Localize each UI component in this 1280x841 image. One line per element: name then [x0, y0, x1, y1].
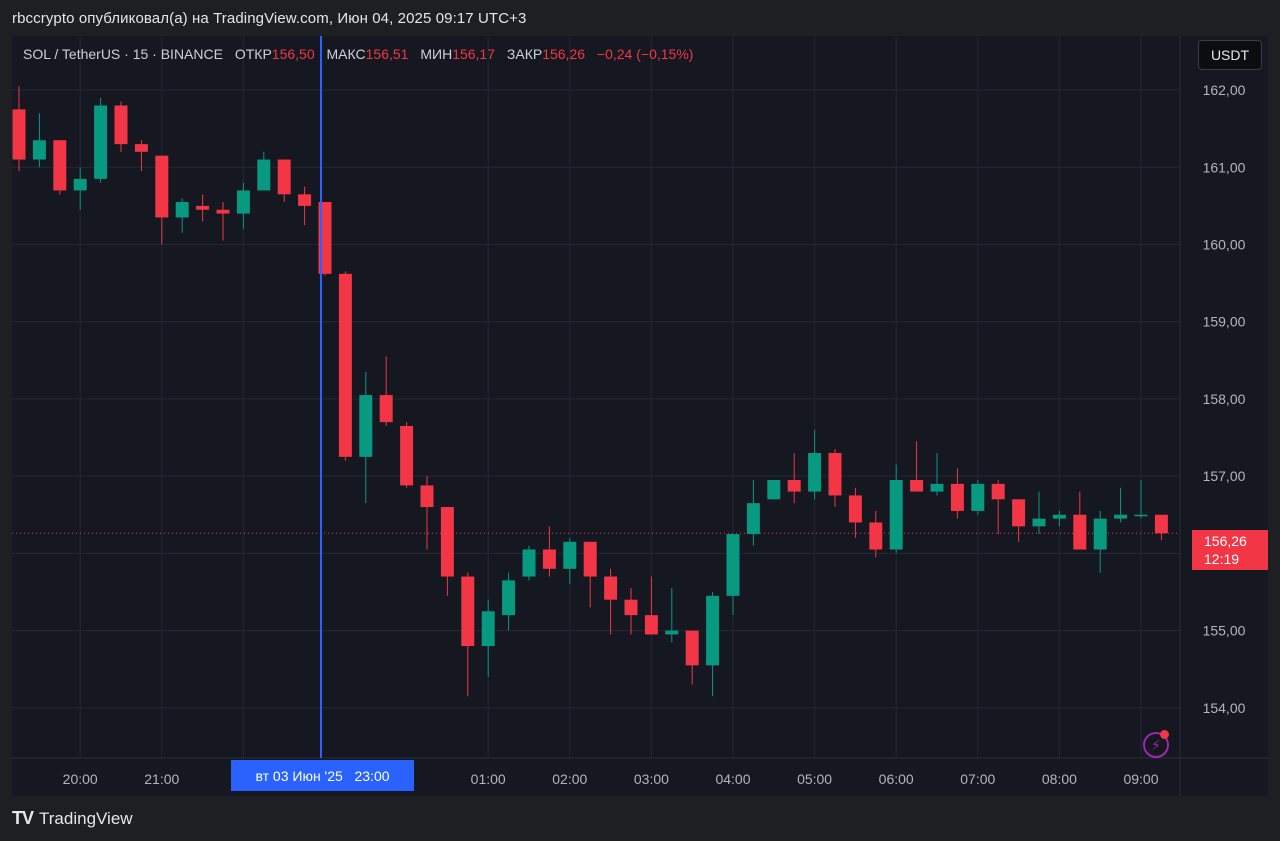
notification-dot [1160, 730, 1169, 739]
candle-body [685, 630, 699, 666]
tradingview-brand[interactable]: TV TradingView [12, 808, 133, 829]
y-tick-label: 154,00 [1203, 700, 1246, 716]
candle-body [950, 483, 964, 511]
x-tick-label: 09:00 [1123, 771, 1158, 787]
candle-body [1114, 514, 1128, 519]
currency-button[interactable]: USDT [1198, 40, 1262, 70]
low-label: МИН [420, 46, 453, 62]
candle-body [746, 503, 760, 535]
candle-body [94, 105, 108, 179]
y-tick-label: 155,00 [1203, 623, 1246, 639]
candle-body [175, 202, 189, 218]
candle-body [298, 194, 312, 206]
brand-name: TradingView [39, 808, 133, 828]
y-tick-label: 157,00 [1203, 468, 1246, 484]
bar-countdown: 12:19 [1204, 551, 1240, 567]
candle-body [32, 140, 46, 160]
candle-body [1093, 518, 1107, 550]
low-value: 156,17 [452, 46, 496, 62]
candlestick-chart[interactable]: 162,00 161,00 160,00 159,00 158,00 157,00 156,… [12, 36, 1268, 796]
candle-body [604, 576, 618, 600]
high-label: МАКС [326, 46, 366, 62]
x-tick-label: 05:00 [797, 771, 832, 787]
candle-body [644, 615, 658, 635]
candle-body [134, 144, 148, 152]
candle-body [910, 480, 924, 492]
candle-body [379, 395, 393, 423]
x-tick-label: 03:00 [634, 771, 669, 787]
candle-body [828, 452, 842, 496]
candle-body [522, 549, 536, 577]
candle-body [971, 483, 985, 511]
candle-body [73, 178, 87, 191]
flash-icon[interactable]: ⚡ [1143, 732, 1169, 758]
candle-body [869, 522, 883, 550]
candle-body [359, 395, 373, 457]
symbol-label[interactable]: SOL / TetherUS · 15 · BINANCE [23, 46, 223, 62]
tradingview-logo-icon: TV [12, 808, 34, 828]
y-tick-label: 158,00 [1203, 391, 1246, 407]
publisher-line: rbccrypto опубликовал(а) на TradingView.… [12, 10, 527, 27]
candle-body [1052, 514, 1066, 519]
candle-body [1154, 514, 1168, 534]
y-tick-label: 159,00 [1203, 314, 1246, 330]
open-label: ОТКР [234, 46, 272, 62]
close-label: ЗАКР [506, 46, 543, 62]
candle-body [12, 109, 26, 160]
high-value: 156,51 [365, 46, 409, 62]
y-tick-label: 160,00 [1203, 236, 1246, 252]
candle-body [216, 209, 230, 214]
y-tick-label: 161,00 [1203, 159, 1246, 175]
candle-body [706, 595, 720, 666]
candle-body [787, 480, 801, 492]
candle-body [808, 452, 822, 492]
candle-body [563, 541, 577, 569]
change-value: −0,24 (−0,15%) [596, 46, 694, 62]
candle-body [53, 140, 67, 191]
open-value: 156,50 [271, 46, 315, 62]
crosshair-date-badge: вт 03 Июн '25 23:00 [231, 760, 414, 791]
candle-body [277, 159, 291, 195]
candle-body [502, 580, 516, 616]
x-tick-label: 06:00 [879, 771, 914, 787]
last-price-value: 156,26 [1204, 533, 1247, 549]
y-tick-label: 162,00 [1203, 82, 1246, 98]
candle-body [930, 483, 944, 492]
x-tick-label: 02:00 [552, 771, 587, 787]
candle-body [1073, 514, 1087, 550]
candle-body [1032, 518, 1046, 527]
candle-body [114, 105, 128, 145]
candle-body [1012, 499, 1026, 527]
candle-body [726, 534, 740, 596]
candle-body [1134, 514, 1148, 517]
candle-body [767, 480, 781, 500]
candle-body [196, 205, 210, 210]
chart-panel[interactable]: 162,00 161,00 160,00 159,00 158,00 157,00 156,… [12, 36, 1268, 796]
candle-body [155, 155, 169, 218]
candle-body [338, 273, 352, 457]
x-tick-label: 20:00 [63, 771, 98, 787]
ohlc-legend: SOL / TetherUS · 15 · BINANCE ОТКР156,50… [23, 46, 701, 62]
x-tick-label: 21:00 [144, 771, 179, 787]
candle-body [665, 630, 679, 635]
candle-body [257, 159, 271, 191]
candle-body [583, 541, 597, 577]
candle-body [481, 611, 495, 647]
x-tick-label: 04:00 [715, 771, 750, 787]
candle-body [461, 576, 475, 647]
candle-body [624, 599, 638, 616]
candle-body [848, 495, 862, 523]
candle-body [542, 549, 556, 569]
candle-body [236, 190, 250, 214]
candle-body [420, 485, 434, 508]
last-price-badge: 156,26 12:19 [1192, 530, 1268, 570]
x-tick-label: 08:00 [1042, 771, 1077, 787]
close-value: 156,26 [542, 46, 586, 62]
x-tick-label: 01:00 [471, 771, 506, 787]
candle-body [889, 480, 903, 550]
candle-body [440, 507, 454, 577]
x-tick-label: 07:00 [960, 771, 995, 787]
candle-body [400, 425, 414, 486]
candle-body [991, 483, 1005, 500]
